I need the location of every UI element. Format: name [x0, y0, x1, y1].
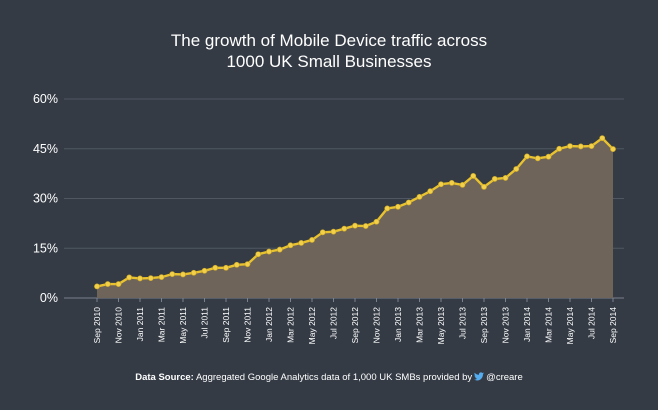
data-point: [212, 264, 219, 271]
data-point: [599, 135, 606, 142]
data-point: [341, 225, 348, 232]
x-tick-label: Sep 2014: [608, 307, 618, 344]
x-tick-label: Nov 2013: [501, 307, 511, 344]
x-tick-label: Jan 2014: [522, 307, 532, 342]
x-tick-label: Jan 2013: [393, 307, 403, 342]
data-point: [137, 275, 143, 282]
data-point: [513, 166, 520, 172]
data-point: [104, 281, 111, 287]
data-point: [276, 246, 283, 253]
data-point: [395, 203, 401, 210]
chart-title-line-2: 1000 UK Small Businesses: [226, 52, 432, 71]
x-tick-label: May 2014: [565, 307, 575, 345]
data-source-text: Aggregated Google Analytics data of 1,00…: [195, 372, 473, 383]
y-tick-label: 0%: [40, 291, 58, 305]
data-point: [481, 183, 487, 190]
data-point: [459, 182, 466, 188]
data-point: [223, 264, 229, 271]
data-point: [384, 205, 391, 212]
data-point: [352, 222, 358, 229]
data-point: [169, 271, 176, 278]
data-point: [427, 188, 434, 195]
data-point: [190, 269, 197, 276]
data-point: [298, 240, 305, 246]
x-tick-label: May 2013: [436, 307, 446, 345]
x-tick-label: Jul 2012: [329, 307, 339, 339]
data-point: [438, 181, 444, 188]
data-point: [330, 228, 337, 235]
data-source-footer: Data Source: Aggregated Google Analytics…: [0, 372, 658, 383]
x-tick-label: Nov 2010: [114, 307, 124, 344]
data-point: [115, 281, 122, 287]
data-point: [448, 180, 455, 186]
data-point: [158, 274, 165, 281]
data-point: [524, 153, 530, 160]
x-tick-label: Jul 2013: [458, 307, 468, 339]
data-point: [491, 176, 498, 182]
data-point: [233, 261, 240, 268]
x-tick-label: Mar 2011: [157, 307, 167, 343]
x-tick-label: Sep 2013: [479, 307, 489, 344]
data-point: [126, 274, 133, 281]
x-tick-label: May 2011: [178, 307, 188, 344]
data-point: [502, 175, 509, 181]
data-point: [147, 275, 154, 281]
data-point: [545, 153, 552, 160]
x-tick-label: May 2012: [307, 307, 317, 345]
data-point: [610, 146, 616, 152]
x-tick-label: Jul 2011: [200, 307, 210, 339]
x-tick-label: Mar 2012: [286, 307, 296, 343]
data-point: [287, 242, 294, 249]
x-tick-label: Mar 2014: [544, 307, 554, 343]
data-point: [309, 237, 315, 243]
data-point: [588, 143, 595, 149]
x-tick-label: Mar 2013: [415, 307, 425, 343]
twitter-handle[interactable]: @creare: [486, 372, 523, 383]
x-tick-label: Sep 2010: [92, 307, 102, 344]
data-point: [266, 248, 272, 255]
data-point: [244, 261, 251, 268]
data-point: [556, 145, 563, 152]
data-point: [405, 199, 412, 206]
data-point: [201, 267, 208, 274]
y-tick-label: 60%: [33, 92, 58, 106]
data-point: [470, 173, 477, 179]
x-tick-label: Jan 2011: [135, 307, 145, 342]
x-tick-label: Nov 2012: [372, 307, 382, 344]
y-tick-label: 45%: [33, 142, 58, 156]
x-tick-label: Sep 2011: [221, 307, 231, 343]
x-tick-label: Sep 2012: [350, 307, 360, 344]
twitter-bird-icon: [474, 372, 485, 381]
data-point: [567, 143, 573, 149]
data-point: [416, 193, 423, 200]
data-point: [319, 229, 326, 236]
series-area: [97, 138, 613, 298]
data-point: [362, 223, 369, 229]
data-point: [534, 155, 541, 162]
y-tick-label: 30%: [33, 192, 58, 206]
x-tick-label: Jan 2012: [264, 307, 274, 342]
chart-title-line-1: The growth of Mobile Device traffic acro…: [170, 31, 488, 50]
data-point: [94, 283, 100, 290]
y-tick-label: 15%: [33, 241, 58, 255]
data-point: [577, 143, 584, 150]
x-tick-label: Jul 2014: [587, 307, 597, 339]
data-point: [180, 271, 186, 278]
x-tick-label: Nov 2011: [243, 307, 253, 343]
data-point: [255, 251, 262, 258]
data-point: [373, 218, 380, 225]
data-source-label: Data Source:: [135, 372, 194, 383]
